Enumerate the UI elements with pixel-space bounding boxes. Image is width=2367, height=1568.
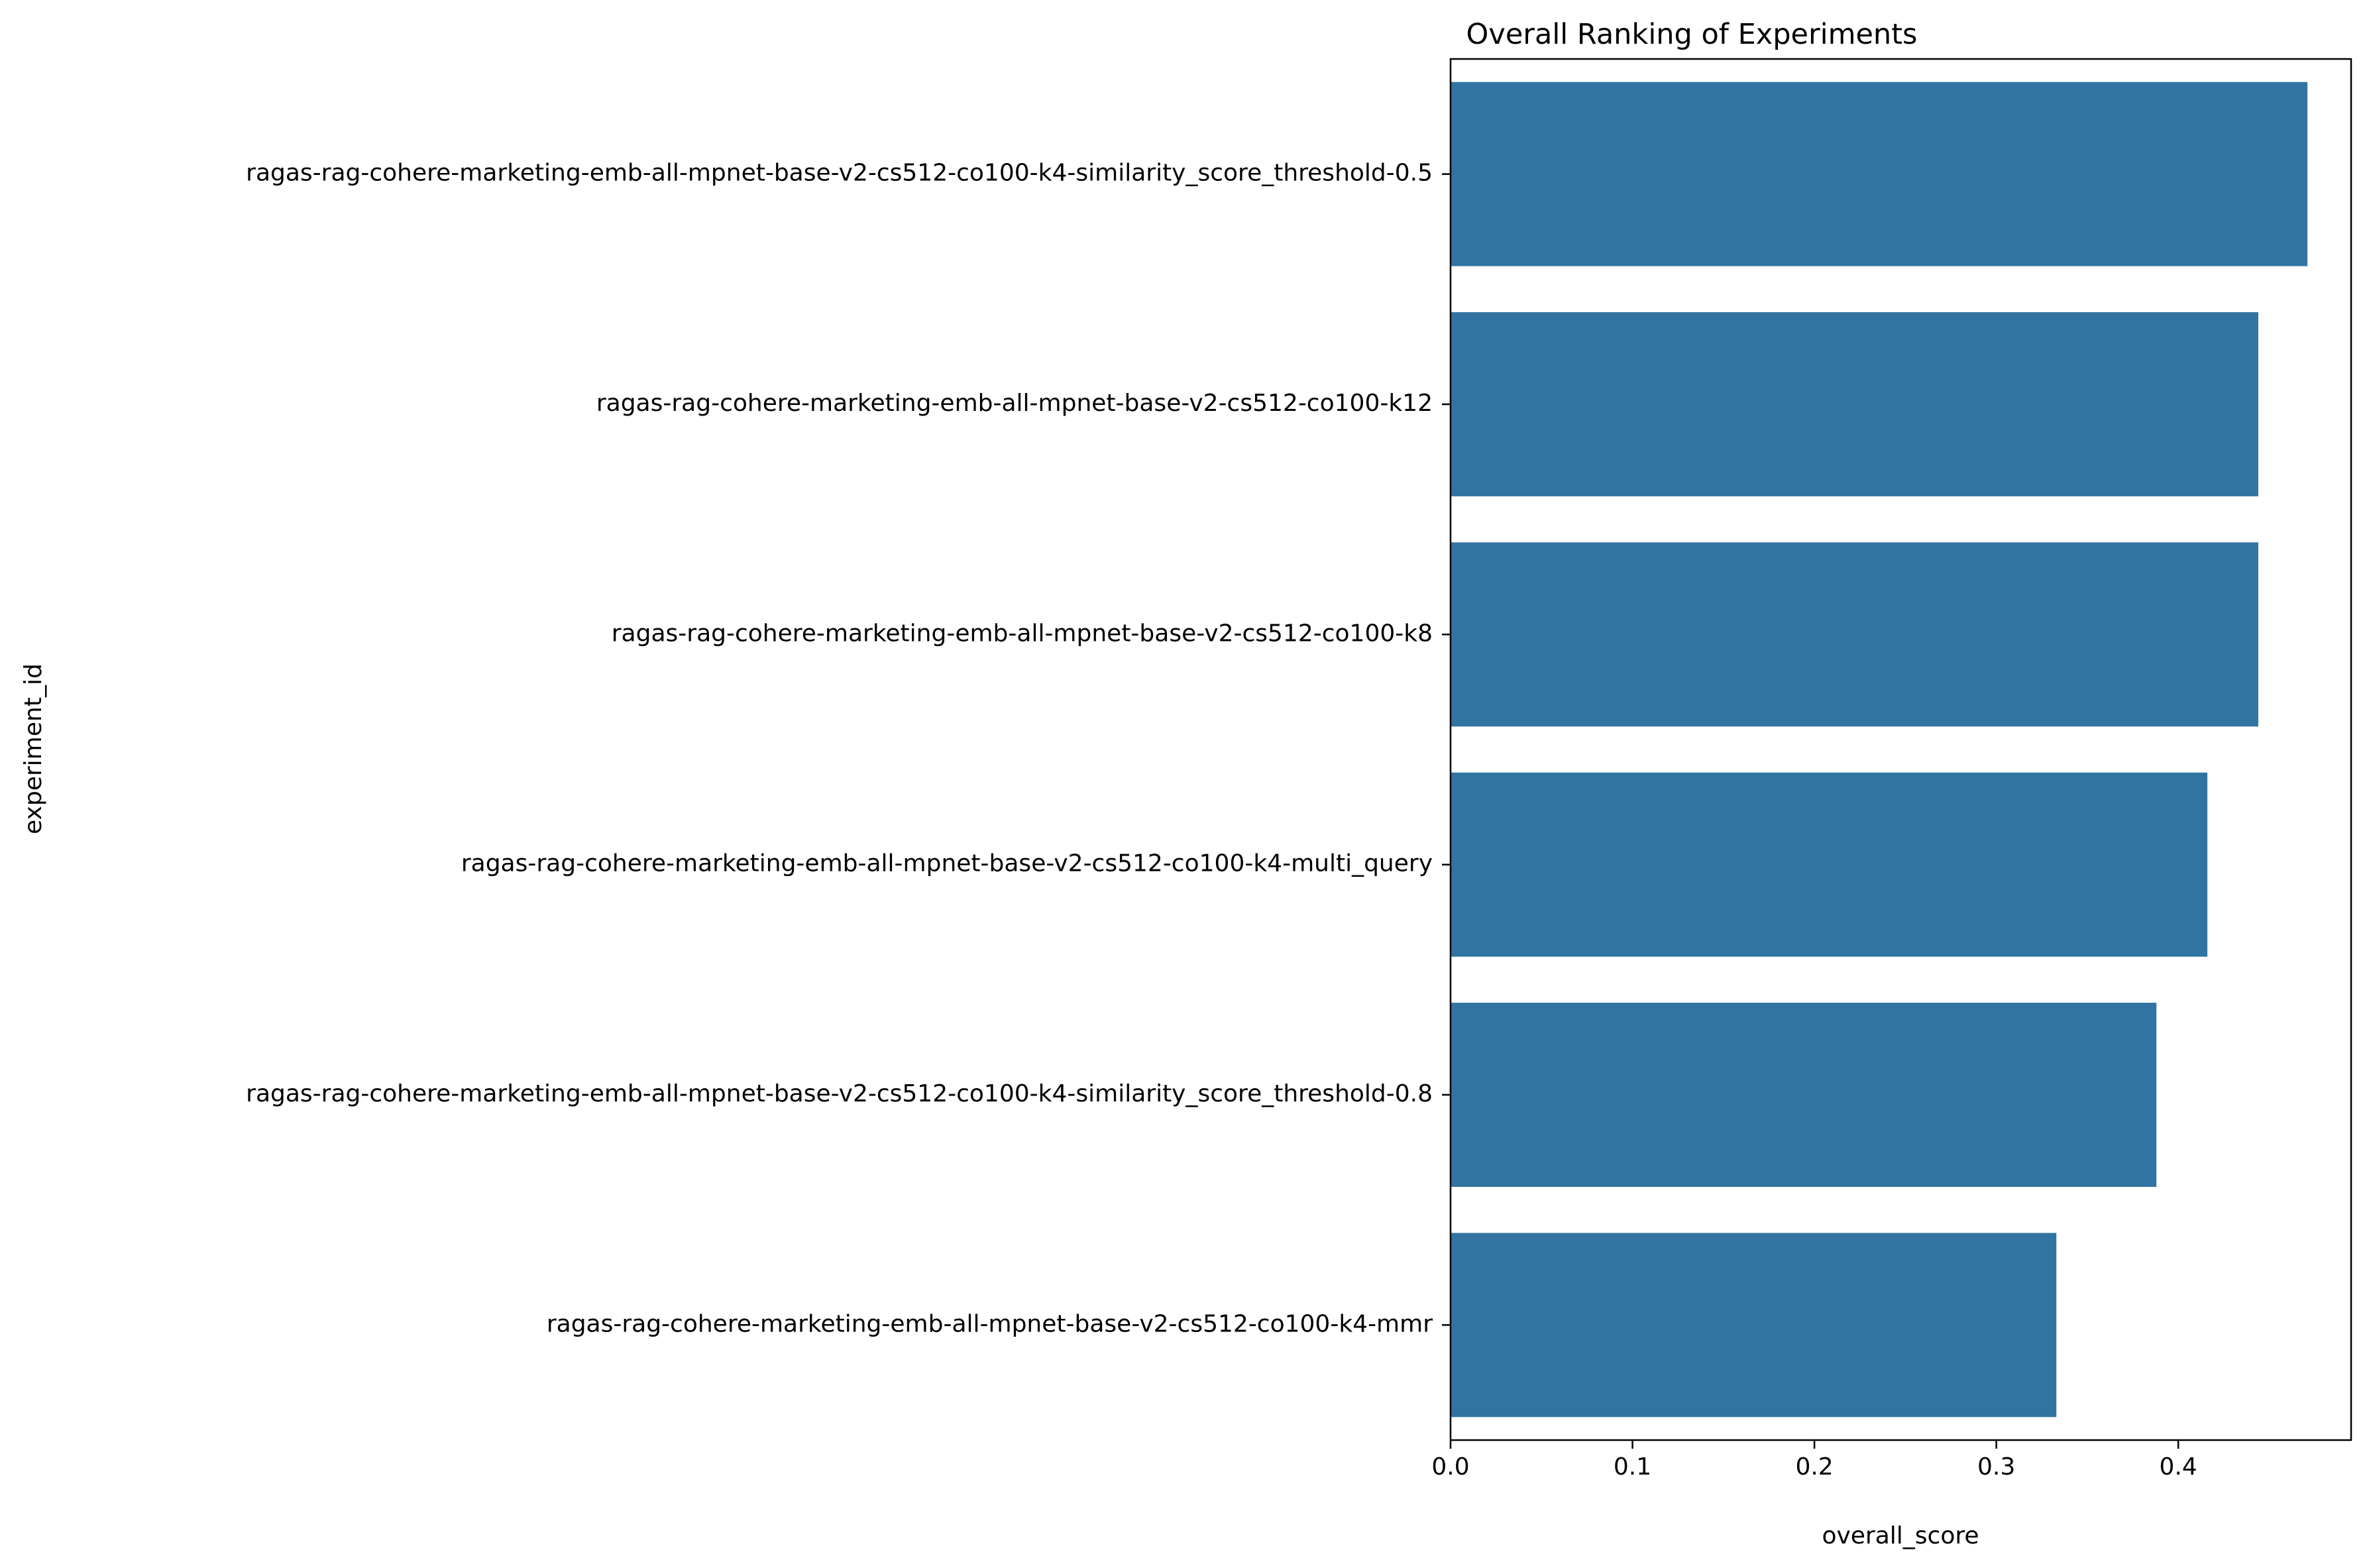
y-tick-label-4: ragas-rag-cohere-marketing-emb-all-mpnet… <box>461 850 1433 877</box>
x-tick-label-5: 0.4 <box>2160 1453 2197 1481</box>
x-tick-label-3: 0.2 <box>1795 1453 1833 1481</box>
y-tick-label-2: ragas-rag-cohere-marketing-emb-all-mpnet… <box>596 390 1433 417</box>
bar-4 <box>1451 772 2208 957</box>
bar-3 <box>1451 542 2258 727</box>
x-tick-label-1: 0.0 <box>1431 1453 1469 1481</box>
bar-1 <box>1451 82 2308 266</box>
chart-title: Overall Ranking of Experiments <box>1466 18 1918 51</box>
bar-2 <box>1451 312 2258 496</box>
x-tick-label-2: 0.1 <box>1614 1453 1651 1481</box>
y-tick-label-6: ragas-rag-cohere-marketing-emb-all-mpnet… <box>547 1310 1433 1337</box>
x-axis-label: overall_score <box>1822 1522 1979 1549</box>
y-tick-label-3: ragas-rag-cohere-marketing-emb-all-mpnet… <box>612 620 1433 647</box>
bar-6 <box>1451 1233 2057 1418</box>
y-axis-label: experiment_id <box>20 663 47 834</box>
y-tick-label-5: ragas-rag-cohere-marketing-emb-all-mpnet… <box>246 1080 1433 1107</box>
plot-frame <box>1449 58 2352 1441</box>
x-ticks-group: 0.0 0.1 0.2 0.3 0.4 <box>1431 1440 2197 1481</box>
y-ticks-group: ragas-rag-cohere-marketing-emb-all-mpnet… <box>246 160 1451 1337</box>
bars-group <box>1451 82 2308 1418</box>
bar-5 <box>1451 1003 2157 1187</box>
x-tick-label-4: 0.3 <box>1977 1453 2015 1481</box>
y-tick-label-1: ragas-rag-cohere-marketing-emb-all-mpnet… <box>246 160 1433 187</box>
